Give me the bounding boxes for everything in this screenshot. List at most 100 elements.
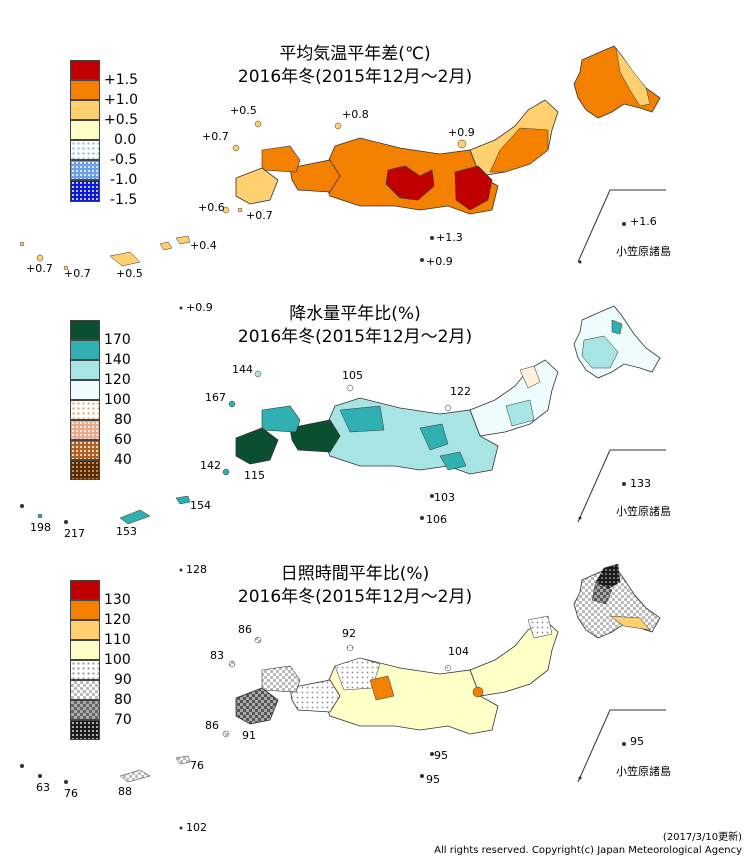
legend-label: 60 xyxy=(114,432,132,448)
station-value: 142 xyxy=(200,459,221,472)
legend-swatch xyxy=(70,340,100,360)
kyushu-region xyxy=(235,687,279,725)
station-value: 105 xyxy=(342,369,363,382)
station-value: +0.5 xyxy=(116,267,143,280)
chugoku-region xyxy=(289,679,341,713)
panel-subtitle: 2016年冬(2015年12月～2月) xyxy=(237,587,473,607)
legend-swatch xyxy=(70,380,100,400)
station-value: 95 xyxy=(630,735,644,748)
legend-swatch xyxy=(70,100,100,120)
bonin-islands-label: 小笠原諸島 xyxy=(616,505,671,518)
station-value: +0.6 xyxy=(198,201,225,214)
station-value: 144 xyxy=(232,363,253,376)
legend-swatch xyxy=(70,120,100,140)
panel-subtitle: 2016年冬(2015年12月～2月) xyxy=(237,67,473,87)
legend-label: 120 xyxy=(104,612,131,628)
station-value: +0.7 xyxy=(202,130,229,143)
panel-title: 平均気温平年差(℃) xyxy=(279,44,431,64)
legend-label: 40 xyxy=(114,452,132,468)
bonin-islands-label: 小笠原諸島 xyxy=(616,765,671,778)
station-value: +0.9 xyxy=(448,126,475,139)
legend-swatch xyxy=(70,320,100,340)
station-value: 86 xyxy=(205,719,219,732)
station-value: 122 xyxy=(450,385,471,398)
station-value: 95 xyxy=(434,749,448,762)
station-value: +0.7 xyxy=(246,209,273,222)
station-value: +0.9 xyxy=(426,255,453,268)
panel-title: 降水量平年比(%) xyxy=(289,304,421,324)
legend-label: 170 xyxy=(104,332,131,348)
station-value: 154 xyxy=(190,499,211,512)
legend-label: 80 xyxy=(114,692,132,708)
chugoku-region xyxy=(289,159,341,193)
station-value: +1.6 xyxy=(630,215,657,228)
legend-swatch xyxy=(70,640,100,660)
update-date: (2017/3/10更新) xyxy=(662,832,742,843)
bonin-islands-label: 小笠原諸島 xyxy=(616,245,671,258)
legend-swatch xyxy=(70,60,100,80)
station-value: 217 xyxy=(64,527,85,540)
legend-label: 100 xyxy=(104,392,131,408)
legend-label: +1.5 xyxy=(104,72,138,88)
station-value: +0.7 xyxy=(26,262,53,275)
station-value: 95 xyxy=(426,773,440,786)
legend-label: 140 xyxy=(104,352,131,368)
station-value: +1.3 xyxy=(436,231,463,244)
legend-label: 100 xyxy=(104,652,131,668)
panel-title: 日照時間平年比(%) xyxy=(280,564,430,584)
legend-label: -1.5 xyxy=(110,192,138,208)
station-value: +0.9 xyxy=(186,301,213,314)
legend-label: +1.0 xyxy=(104,92,138,108)
station-value: 86 xyxy=(238,623,252,636)
legend-swatch xyxy=(70,720,100,740)
kyushu-region xyxy=(235,427,279,465)
legend-swatch xyxy=(70,80,100,100)
legend-swatch xyxy=(70,160,100,180)
legend-swatch xyxy=(70,580,100,600)
panel-subtitle: 2016年冬(2015年12月～2月) xyxy=(237,327,473,347)
legend-label: 0.0 xyxy=(114,132,137,148)
chugoku-region xyxy=(289,419,341,453)
sunshine-map xyxy=(20,563,666,784)
legend-swatch xyxy=(70,360,100,380)
copyright-notice: All rights reserved. Copyright(c) Japan … xyxy=(434,845,742,856)
station-value: +0.4 xyxy=(190,239,217,252)
precipitation-map xyxy=(20,305,666,525)
station-value: 106 xyxy=(426,513,447,526)
legend-label: 120 xyxy=(104,372,131,388)
station-value: 115 xyxy=(244,469,265,482)
legend-swatch xyxy=(70,460,100,480)
station-value: +0.7 xyxy=(64,267,91,280)
station-value: 104 xyxy=(448,645,469,658)
station-value: 153 xyxy=(116,525,137,538)
station-value: 88 xyxy=(118,785,132,798)
station-value: +0.8 xyxy=(342,108,369,121)
station-value: 91 xyxy=(242,729,256,742)
station-value: 76 xyxy=(64,787,78,800)
legend-label: 80 xyxy=(114,412,132,428)
legend-swatch xyxy=(70,620,100,640)
station-value: 128 xyxy=(186,563,207,576)
kyushu-region xyxy=(235,167,279,205)
legend-swatch xyxy=(70,680,100,700)
sunshine-panel: 130 120 110 100 90 80 70 日照時間平年比(%) 2016… xyxy=(0,520,750,802)
precipitation-panel: 170 140 120 100 80 60 40 降水量平年比(%) 2016年… xyxy=(0,260,750,542)
legend-swatch xyxy=(70,420,100,440)
legend-label: +0.5 xyxy=(104,112,138,128)
legend-swatch xyxy=(70,140,100,160)
legend-swatch xyxy=(70,660,100,680)
legend-swatch xyxy=(70,180,100,202)
legend-label: -1.0 xyxy=(110,172,138,188)
legend-label: 90 xyxy=(114,672,132,688)
station-value: 76 xyxy=(190,759,204,772)
station-value: 102 xyxy=(186,821,207,834)
station-value: 63 xyxy=(36,781,50,794)
station-value: 103 xyxy=(434,491,455,504)
legend-swatch xyxy=(70,600,100,620)
legend-label: 110 xyxy=(104,632,131,648)
legend-swatch xyxy=(70,440,100,460)
legend-label: 70 xyxy=(114,712,132,728)
station-value: 83 xyxy=(210,649,224,662)
temperature-panel: +1.5 +1.0 +0.5 0.0 -0.5 -1.0 -1.5 平均気温平年… xyxy=(0,0,750,282)
